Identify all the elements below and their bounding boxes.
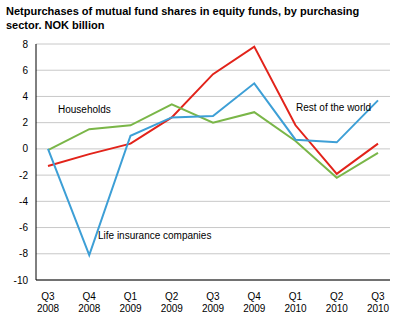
svg-text:Q32009: Q32009 xyxy=(202,291,225,314)
svg-text:Q12010: Q12010 xyxy=(284,291,307,314)
svg-text:4: 4 xyxy=(22,91,28,102)
svg-text:Q42009: Q42009 xyxy=(243,291,266,314)
svg-text:Q22010: Q22010 xyxy=(326,291,349,314)
svg-text:Q32010: Q32010 xyxy=(367,291,390,314)
svg-text:8: 8 xyxy=(22,39,28,50)
html-text:Households: Households xyxy=(58,104,111,115)
html-text:Netpurchases of mutual fund sh: Netpurchases of mutual fund shares in eq… xyxy=(6,5,360,31)
svg-text:0: 0 xyxy=(22,143,28,154)
svg-text:2: 2 xyxy=(22,117,28,128)
svg-text:-6: -6 xyxy=(19,222,28,233)
svg-text:Q22009: Q22009 xyxy=(161,291,184,314)
svg-text:-2: -2 xyxy=(19,170,28,181)
svg-text:Q42008: Q42008 xyxy=(78,291,101,314)
svg-text:-4: -4 xyxy=(19,196,28,207)
svg-text:6: 6 xyxy=(22,65,28,76)
html-text:Life insurance companies: Life insurance companies xyxy=(98,230,212,241)
svg-text:-10: -10 xyxy=(14,275,29,286)
svg-text:-8: -8 xyxy=(19,248,28,259)
svg-text:Q12009: Q12009 xyxy=(119,291,142,314)
html-text:Rest of the world: Rest of the world xyxy=(296,102,371,113)
svg-text:Q32008: Q32008 xyxy=(37,291,60,314)
